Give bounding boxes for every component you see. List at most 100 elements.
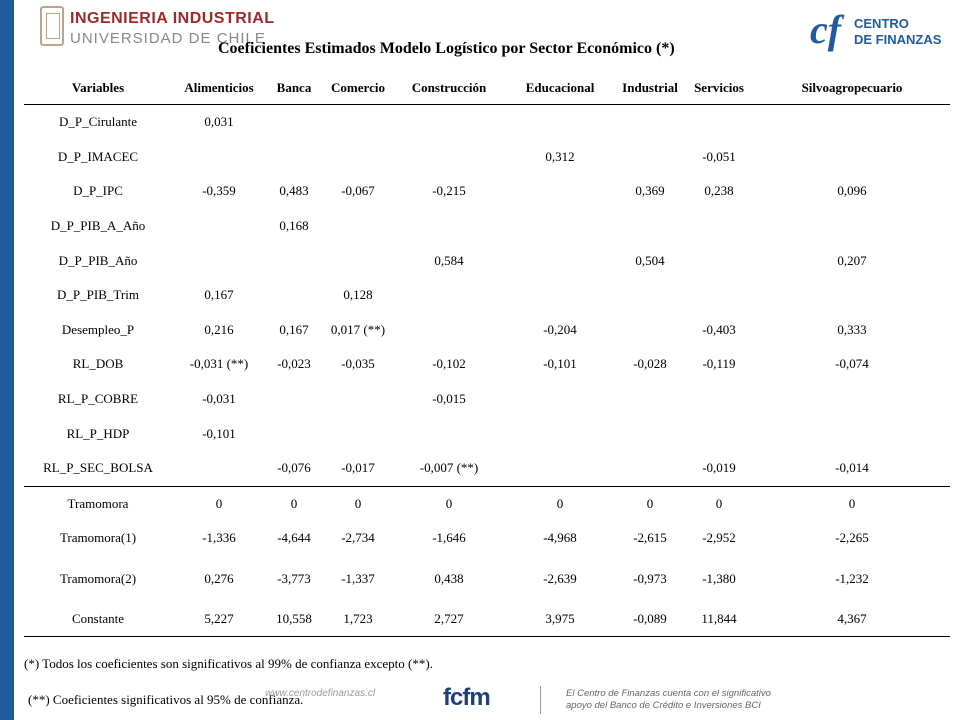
table-row: D_P_PIB_Año 0,584 0,504 0,207	[24, 243, 950, 278]
coefficient-cell: -0,074	[835, 356, 869, 372]
coefficient-cell: -0,019	[684, 450, 754, 487]
coefficient-cell: -0,023	[277, 356, 311, 372]
coefficient-cell: 11,844	[684, 601, 754, 638]
coefficient-cell: -0,973	[633, 570, 667, 586]
coefficient-cell	[504, 209, 616, 244]
coefficient-cell	[322, 140, 394, 175]
coefficient-cell: 3,975	[504, 601, 616, 638]
footnote-significance-95: (**) Coeficientes significativos al 95% …	[28, 692, 304, 707]
coefficient-cell	[322, 209, 394, 244]
table-row: D_P_Cirulante 0,031	[24, 105, 950, 140]
column-header: Construcción	[394, 71, 504, 105]
coefficient-cell: 0,312	[545, 148, 575, 164]
coefficient-cell: -0,076	[266, 450, 322, 487]
coefficient-cell: -1,646	[432, 530, 466, 546]
coefficient-cell	[616, 278, 684, 313]
column-header: Variables	[24, 71, 172, 105]
coefficient-cell	[322, 105, 394, 140]
coefficient-cell	[322, 416, 394, 451]
coefficient-cell	[616, 140, 684, 175]
variable-name-cell: Tramomora(2)	[59, 570, 137, 586]
coefficient-cell: 0	[354, 495, 362, 511]
variable-name-cell: D_P_PIB_Año	[58, 252, 138, 268]
coefficient-cell	[754, 140, 950, 175]
coefficient-cell	[394, 140, 504, 175]
coefficients-table: Variables Alimenticios Banca Comercio Co…	[24, 71, 950, 638]
variable-name-cell: D_P_PIB_Trim	[57, 287, 139, 303]
coefficient-cell: 0	[290, 495, 298, 511]
coefficient-cell	[616, 313, 684, 348]
column-header: Silvoagropecuario	[754, 71, 950, 105]
ingenieria-industrial-logo: INGENIERIA INDUSTRIAL UNIVERSIDAD DE CHI…	[40, 4, 274, 50]
variable-name-cell: D_P_PIB_A_Año	[50, 218, 146, 234]
coefficient-cell: -1,232	[835, 570, 869, 586]
coefficient-cell: -0,119	[702, 356, 736, 372]
coefficient-cell: 0,504	[635, 252, 665, 268]
coefficient-cell: -0,403	[702, 321, 736, 337]
coefficient-cell	[616, 209, 684, 244]
coefficient-cell	[684, 105, 754, 140]
coefficient-cell	[754, 209, 950, 244]
coefficient-cell: 0,017 (**)	[330, 321, 386, 337]
coefficient-cell: -0,359	[202, 183, 236, 199]
coefficient-cell: 0	[556, 495, 564, 511]
coefficient-cell: -0,017	[322, 450, 394, 487]
coefficient-cell: -0,067	[341, 183, 375, 199]
table-row: Tramomora 0 0 0 0 0 0 0 0	[24, 486, 950, 521]
coefficient-cell: -1,380	[702, 570, 736, 586]
footnote-significance-99: (*) Todos los coeficientes son significa…	[24, 656, 433, 671]
coefficient-cell: -0,028	[633, 356, 667, 372]
coefficient-cell: 0,167	[279, 321, 309, 337]
table-row: D_P_PIB_Trim 0,167 0,128	[24, 278, 950, 313]
coefficient-cell	[322, 243, 394, 278]
coefficient-cell: -0,051	[702, 148, 736, 164]
variable-name-cell: Tramomora(1)	[59, 530, 137, 546]
table-row: Tramomora(2) 0,276 -3,773 -1,337 0,438 -2,639…	[24, 556, 950, 602]
footer-website-link[interactable]: www.centrodefinanzas.cl	[265, 688, 376, 699]
centro-de-finanzas-logo: cf CENTRO DE FINANZAS	[810, 7, 941, 54]
table-row: Desempleo_P 0,216 0,167 0,017 (**) -0,204 -0,…	[24, 313, 950, 348]
coefficient-cell: 0,276	[204, 570, 234, 586]
coefficient-cell: -1,336	[202, 530, 236, 546]
table-row: D_P_IPC -0,359 0,483 -0,067 -0,215 0,369 0,238…	[24, 174, 950, 209]
variable-name-cell: RL_P_SEC_BOLSA	[24, 450, 172, 487]
university-seal-icon	[40, 6, 64, 46]
coefficient-cell: -4,644	[277, 530, 311, 546]
coefficient-cell: 0	[215, 495, 223, 511]
coefficient-cell: 0,216	[204, 321, 234, 337]
coefficient-cell	[172, 140, 266, 175]
coefficient-cell: 0,096	[837, 183, 867, 199]
coefficient-cell: -0,035	[341, 356, 375, 372]
coefficient-cell	[684, 209, 754, 244]
coefficient-cell	[394, 278, 504, 313]
coefficient-cell: -2,734	[341, 530, 375, 546]
coefficient-cell	[616, 416, 684, 451]
footer-sponsor-line2: apoyo del Banco de Crédito e Inversiones…	[566, 700, 761, 711]
column-header: Banca	[266, 71, 322, 105]
coefficient-cell: 4,367	[754, 601, 950, 638]
coefficient-cell: -2,952	[702, 530, 736, 546]
coefficient-cell	[504, 174, 616, 209]
column-header: Servicios	[684, 71, 754, 105]
variable-name-cell: Desempleo_P	[61, 321, 135, 337]
fcfm-logo: fcfm	[443, 684, 491, 711]
coefficient-cell	[322, 382, 394, 417]
coefficient-cell	[754, 278, 950, 313]
coefficient-cell: -0,007 (**)	[394, 450, 504, 487]
coefficient-cell: 0,168	[279, 218, 309, 234]
coefficient-cell	[684, 278, 754, 313]
coefficient-cell: 0,483	[279, 183, 309, 199]
logo-right-line1: CENTRO	[854, 16, 909, 31]
table-row: RL_DOB -0,031 (**) -0,023 -0,035 -0,102 -0,10…	[24, 347, 950, 382]
coefficient-cell: -0,015	[432, 391, 466, 407]
coefficient-cell: 0,238	[704, 183, 734, 199]
coefficient-cell	[394, 416, 504, 451]
table-header-row: Variables Alimenticios Banca Comercio Co…	[24, 71, 950, 105]
coefficient-cell: 0,333	[837, 321, 867, 337]
left-accent-bar	[0, 0, 14, 720]
coefficient-cell: 2,727	[394, 601, 504, 638]
coefficient-cell	[172, 450, 266, 487]
variable-name-cell: D_P_IPC	[73, 183, 123, 199]
coefficient-cell: -2,265	[835, 530, 869, 546]
coefficient-cell	[684, 416, 754, 451]
